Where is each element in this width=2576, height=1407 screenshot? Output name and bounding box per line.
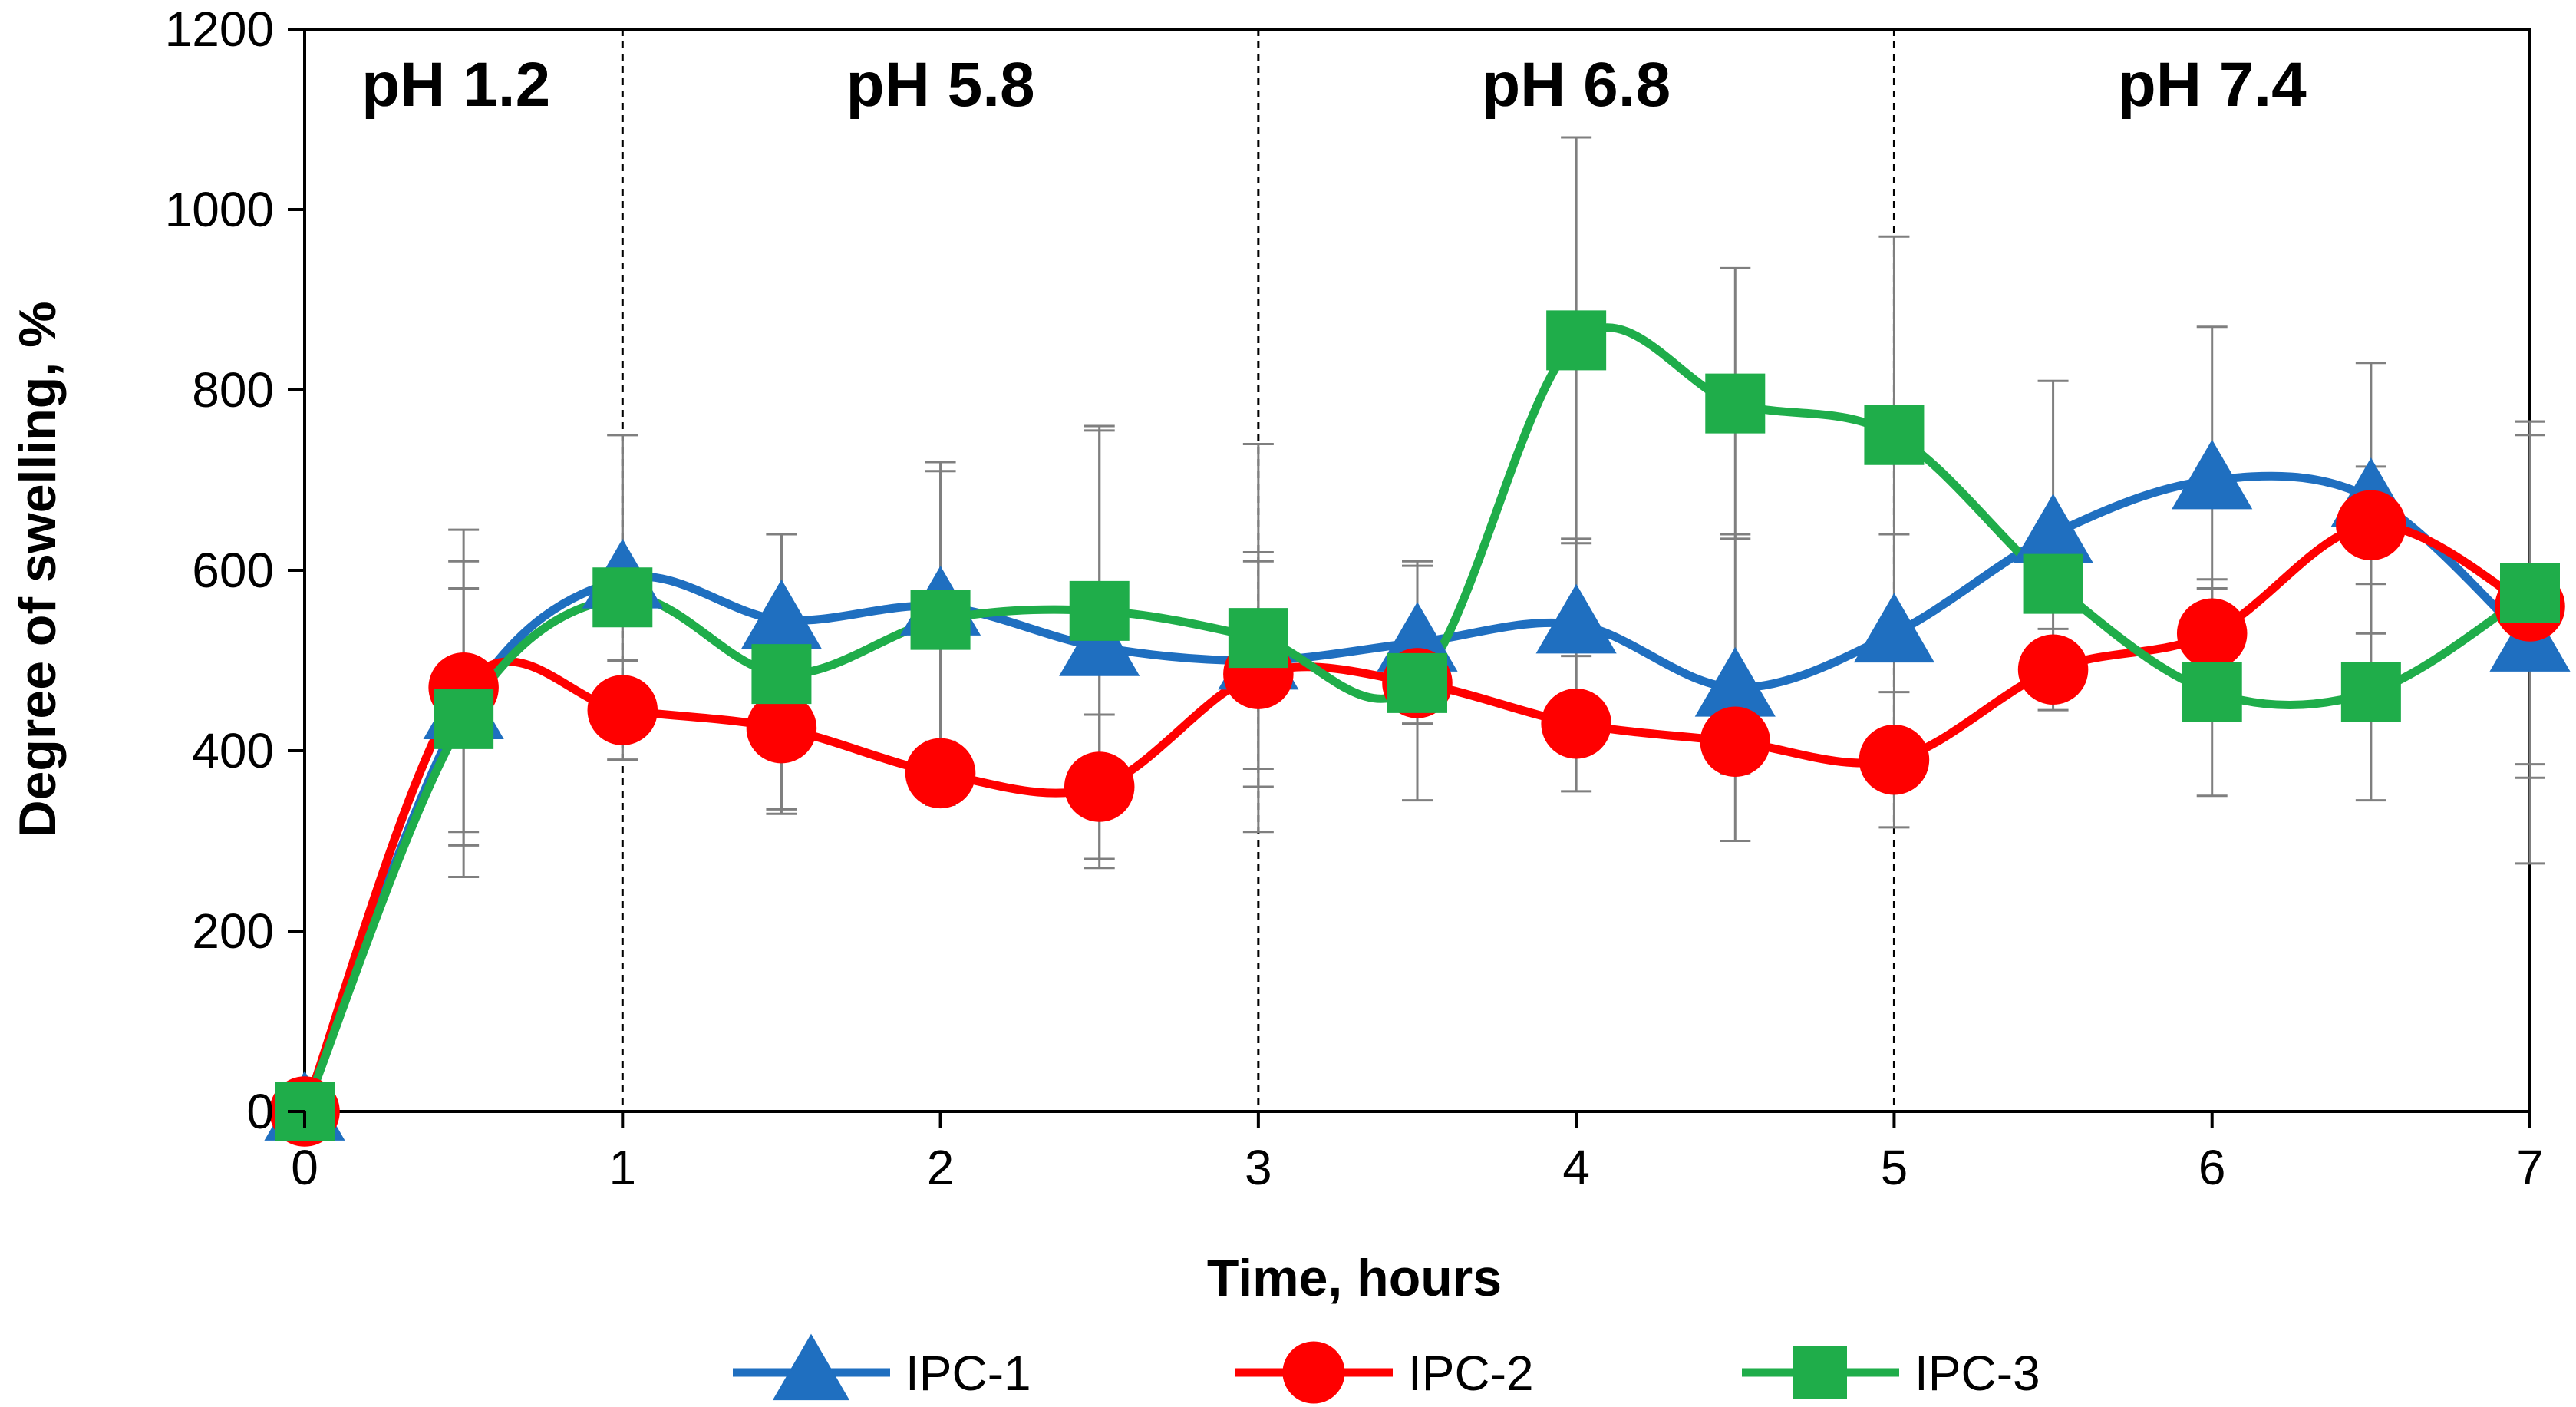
y-tick-label: 1200: [165, 2, 274, 57]
series-layer: [264, 310, 2571, 1147]
x-tick-label: 3: [1245, 1140, 1272, 1195]
x-tick-label: 4: [1562, 1140, 1590, 1195]
data-point-ipc-3: [1864, 405, 1925, 465]
ph-region-label: pH 5.8: [846, 50, 1035, 120]
data-point-ipc-1: [2012, 494, 2094, 563]
data-point-ipc-3: [2340, 662, 2401, 722]
data-point-ipc-3: [434, 689, 494, 749]
data-point-ipc-3: [1228, 608, 1288, 669]
legend: IPC-1 IPC-2 IPC-3: [733, 1333, 2040, 1404]
x-tick-label: 0: [291, 1140, 318, 1195]
y-tick-label: 600: [192, 543, 274, 598]
axis-layer: 0 200 400 600 800 1000 1200 0 1 2 3 4 5 6 7: [165, 2, 2544, 1195]
data-point-ipc-3: [2182, 662, 2242, 722]
data-point-ipc-1: [1535, 583, 1617, 654]
ph-region-label: pH 6.8: [1482, 50, 1671, 120]
x-tick-label: 7: [2516, 1140, 2544, 1195]
y-tick-label: 800: [192, 362, 274, 418]
data-point-ipc-1: [2172, 439, 2253, 510]
data-point-ipc-2: [1064, 751, 1135, 822]
error-bar-layer: [448, 136, 2545, 878]
data-point-ipc-3: [1069, 580, 1130, 641]
data-point-ipc-2: [746, 692, 817, 764]
data-point-ipc-2: [1541, 688, 1611, 759]
x-tick-label: 1: [609, 1140, 636, 1195]
data-point-ipc-3: [1546, 310, 1607, 371]
y-tick-label: 200: [192, 903, 274, 959]
legend-marker-ipc-1: [772, 1333, 850, 1401]
legend-label-ipc-1: IPC-1: [905, 1346, 1031, 1401]
y-axis-title: Degree of swelling, %: [8, 301, 67, 837]
ph-region-layer: pH 1.2 pH 5.8 pH 6.8 pH 7.4: [361, 29, 2307, 1111]
data-point-ipc-2: [1700, 706, 1771, 778]
data-point-ipc-2: [2176, 598, 2248, 669]
data-point-ipc-2: [2017, 634, 2089, 705]
data-point-ipc-3: [1705, 373, 1766, 434]
x-tick-label: 2: [927, 1140, 955, 1195]
y-tick-label: 0: [246, 1084, 274, 1139]
x-tick-label: 5: [1881, 1140, 1908, 1195]
data-point-ipc-3: [2500, 563, 2560, 623]
data-point-ipc-3: [910, 590, 971, 650]
y-tick-label: 1000: [165, 182, 274, 237]
y-tick-label: 400: [192, 723, 274, 778]
ph-region-label: pH 1.2: [361, 50, 550, 120]
data-point-ipc-3: [592, 567, 653, 628]
x-tick-label: 6: [2198, 1140, 2226, 1195]
data-point-ipc-3: [2023, 553, 2083, 614]
data-point-ipc-2: [587, 675, 658, 745]
data-point-ipc-1: [1853, 593, 1935, 663]
data-point-ipc-1: [1059, 606, 1140, 676]
legend-marker-ipc-3: [1793, 1346, 1847, 1399]
data-point-ipc-2: [905, 738, 976, 809]
x-axis-title: Time, hours: [1207, 1249, 1502, 1307]
legend-label-ipc-2: IPC-2: [1408, 1346, 1534, 1401]
data-point-ipc-3: [1387, 652, 1447, 713]
legend-label-ipc-3: IPC-3: [1915, 1346, 2040, 1401]
data-point-ipc-3: [751, 644, 812, 705]
data-point-ipc-2: [2336, 490, 2406, 561]
legend-marker-ipc-2: [1282, 1341, 1345, 1404]
ph-region-label: pH 7.4: [2118, 50, 2307, 120]
data-point-ipc-2: [1859, 724, 1930, 795]
